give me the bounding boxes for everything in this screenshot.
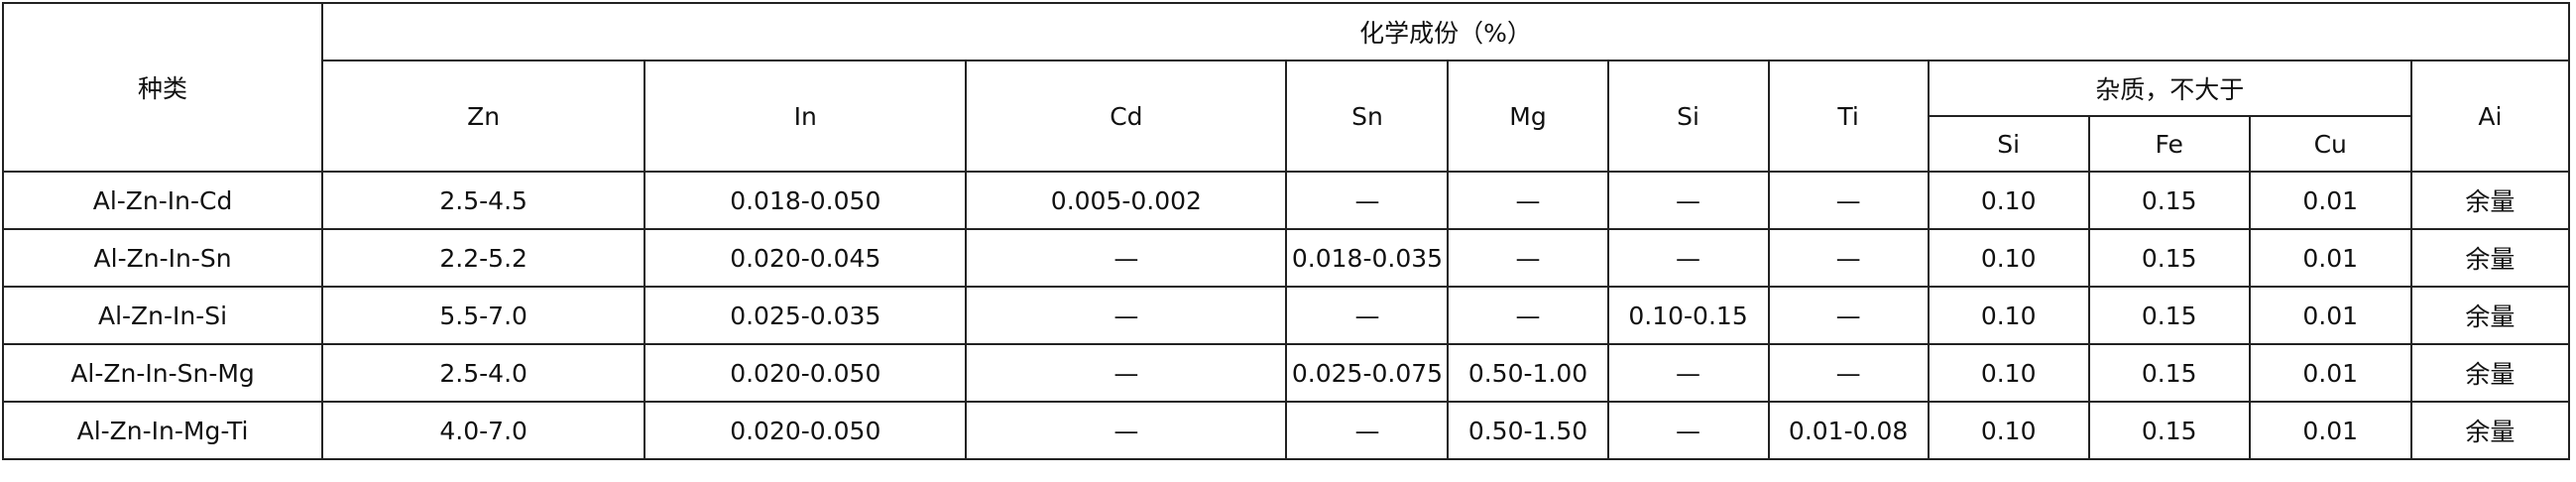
table-cell: Al-Zn-In-Sn-Mg bbox=[1, 343, 324, 403]
table-cell: 余量 bbox=[2409, 228, 2571, 288]
table-cell: 0.025-0.035 bbox=[644, 286, 968, 345]
table-cell: — bbox=[965, 228, 1288, 288]
table-cell: 0.020-0.050 bbox=[644, 343, 968, 403]
table-cell: 4.0-7.0 bbox=[321, 401, 646, 460]
table-cell: — bbox=[965, 401, 1288, 460]
table-cell: 0.10-0.15 bbox=[1606, 286, 1770, 345]
table-cell: 0.15 bbox=[2087, 401, 2251, 460]
table-cell: — bbox=[965, 286, 1288, 345]
table-cell: — bbox=[1767, 286, 1930, 345]
header-cell: Cd bbox=[965, 60, 1288, 173]
table-cell: 余量 bbox=[2409, 286, 2571, 345]
table-cell: 余量 bbox=[2409, 401, 2571, 460]
table-cell: — bbox=[1767, 228, 1930, 288]
table-cell: — bbox=[1606, 343, 1770, 403]
table-cell: 0.15 bbox=[2087, 228, 2251, 288]
table-cell: 0.10 bbox=[1927, 171, 2090, 230]
table-cell: 0.01 bbox=[2248, 286, 2412, 345]
table-cell: Al-Zn-In-Cd bbox=[1, 171, 324, 230]
table-cell: 0.15 bbox=[2087, 286, 2251, 345]
table-cell: 0.01-0.08 bbox=[1767, 401, 1930, 460]
table-cell: 0.01 bbox=[2248, 343, 2412, 403]
header-cell: Ti bbox=[1767, 60, 1930, 173]
table-cell: — bbox=[1285, 171, 1450, 230]
table-cell: 0.01 bbox=[2248, 401, 2412, 460]
table-cell: 0.018-0.035 bbox=[1285, 228, 1450, 288]
table-cell: — bbox=[1767, 171, 1930, 230]
table-cell: Al-Zn-In-Si bbox=[1, 286, 324, 345]
table-cell: — bbox=[1285, 286, 1450, 345]
table-cell: 5.5-7.0 bbox=[321, 286, 646, 345]
table-row: Si Fe Cu bbox=[3, 115, 2569, 173]
table-cell: 0.10 bbox=[1927, 286, 2090, 345]
table-cell: — bbox=[1285, 401, 1450, 460]
table-cell: — bbox=[1447, 286, 1609, 345]
table-cell: Al-Zn-In-Mg-Ti bbox=[1, 401, 324, 460]
table-row: Al-Zn-In-Sn 2.2-5.2 0.020-0.045—0.018-0.03… bbox=[1, 228, 2571, 288]
table-row: Al-Zn-In-Si 5.5-7.0 0.025-0.035— — —0.10-0.1… bbox=[1, 286, 2571, 345]
header-cell: Zn bbox=[321, 60, 646, 173]
header-cell: Mg bbox=[1447, 60, 1609, 173]
table-row: Al-Zn-In-Cd 2.5-4.5 0.018-0.050 0.005-0.002… bbox=[1, 171, 2571, 230]
table-cell: — bbox=[1606, 228, 1770, 288]
table-cell: 0.025-0.075 bbox=[1285, 343, 1450, 403]
table-cell: 2.2-5.2 bbox=[321, 228, 646, 288]
table-cell: — bbox=[1447, 171, 1609, 230]
table-cell: 0.10 bbox=[1927, 228, 2090, 288]
table-cell: 0.15 bbox=[2087, 171, 2251, 230]
table-cell: 0.020-0.045 bbox=[644, 228, 968, 288]
table-cell: 0.01 bbox=[2248, 228, 2412, 288]
header-cell: Si bbox=[1927, 115, 2090, 173]
header-group: 杂质，不大于 bbox=[1927, 60, 2412, 117]
table-cell: 0.10 bbox=[1927, 343, 2090, 403]
header-cell: In bbox=[644, 60, 968, 173]
header-cell: 种类 bbox=[1, 2, 324, 173]
table-cell: 0.15 bbox=[2087, 343, 2251, 403]
table-cell: 0.50-1.50 bbox=[1447, 401, 1609, 460]
table-cell: 余量 bbox=[2409, 171, 2571, 230]
table-cell: 余量 bbox=[2409, 343, 2571, 403]
table-cell: — bbox=[1767, 343, 1930, 403]
table-cell: 0.01 bbox=[2248, 171, 2412, 230]
header-cell: Fe bbox=[2087, 115, 2251, 173]
header-cell: Cu bbox=[2248, 115, 2412, 173]
table-row: 种类 化学成份（%） bbox=[1, 2, 2570, 173]
header-cell: Ai bbox=[2409, 60, 2571, 173]
table-cell: — bbox=[1606, 401, 1770, 460]
table-cell: 0.018-0.050 bbox=[644, 171, 968, 230]
header-group: 化学成份（%） bbox=[321, 2, 2570, 61]
table-row: Al-Zn-In-Mg-Ti 4.0-7.0 0.020-0.050— —0.50-1… bbox=[1, 401, 2571, 460]
table-cell: 0.005-0.002 bbox=[965, 171, 1288, 230]
header-cell: Sn bbox=[1285, 60, 1450, 173]
table-cell: 2.5-4.5 bbox=[321, 171, 646, 230]
table-cell: Al-Zn-In-Sn bbox=[1, 228, 324, 288]
header-cell: Si bbox=[1606, 60, 1770, 173]
table-cell: — bbox=[1447, 228, 1609, 288]
table-cell: — bbox=[1606, 171, 1770, 230]
table-row: Zn In Cd Sn Mg Si Ti 杂质，不大于 Ai bbox=[3, 60, 2571, 173]
composition-table: 种类 化学成份（%） Zn In Cd Sn Mg Si Ti 杂质，不大于 Ai Si Fe Cu Al-… bbox=[1, 2, 2571, 460]
table-cell: — bbox=[965, 343, 1288, 403]
table-cell: 0.50-1.00 bbox=[1447, 343, 1609, 403]
table-cell: 2.5-4.0 bbox=[321, 343, 646, 403]
table-row: Al-Zn-In-Sn-Mg 2.5-4.0 0.020-0.050—0.025-0… bbox=[1, 343, 2571, 403]
table-cell: 0.020-0.050 bbox=[644, 401, 968, 460]
table-cell: 0.10 bbox=[1927, 401, 2090, 460]
